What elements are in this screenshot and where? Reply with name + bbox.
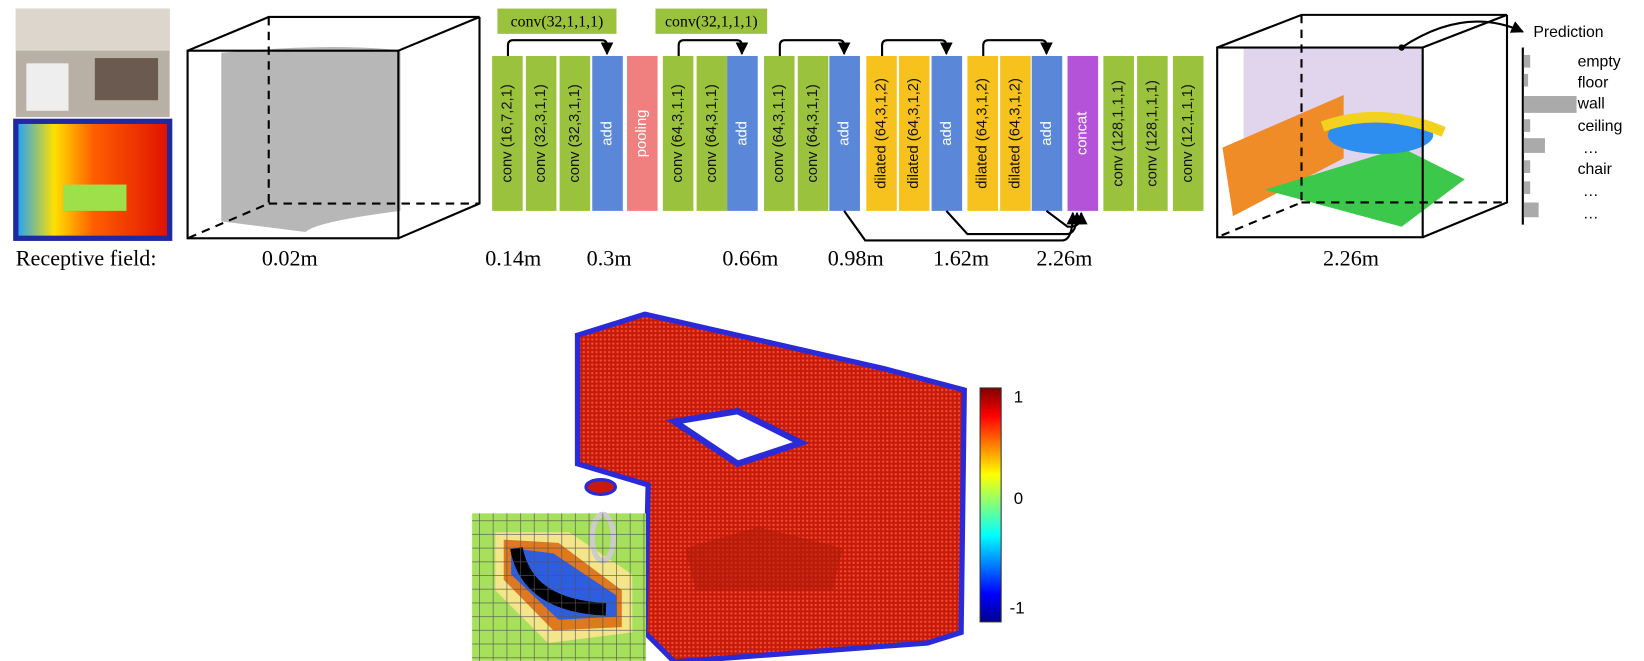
class-label: ceiling xyxy=(1578,118,1623,135)
layer-label: dilated (64,3,1,2) xyxy=(975,78,991,189)
class-label: floor xyxy=(1578,75,1609,92)
layer-label: conv (12,1,1,1) xyxy=(1180,84,1196,182)
layer-label: dilated (64,3,1,2) xyxy=(1007,78,1023,189)
skip-label: conv(32,1,1,1) xyxy=(511,13,604,30)
receptive-field-value: 1.62m xyxy=(933,246,989,271)
layer-label: add xyxy=(939,121,955,146)
page: {"layers": [ {"label": "conv (16,7,2,1)"… xyxy=(0,0,1644,661)
layer-label: conv (32,3,1,1) xyxy=(533,84,549,182)
colorbar xyxy=(980,388,1001,622)
layer-label: conv (32,3,1,1) xyxy=(567,84,583,182)
receptive-field-value: 2.26m xyxy=(1323,246,1379,271)
layer-label: conv (64,3,1,1) xyxy=(771,84,787,182)
layer-label: conv (64,3,1,1) xyxy=(704,84,720,182)
layer-label: pooling xyxy=(634,110,650,158)
layer-label: conv (128,1,1,1) xyxy=(1111,80,1127,187)
skip-arrow xyxy=(882,40,946,56)
receptive-field-value: 0.02m xyxy=(262,246,318,271)
layer-label: add xyxy=(837,121,853,146)
class-label: chair xyxy=(1578,161,1612,178)
skip-arrow xyxy=(780,40,844,56)
class-list: empty floor wall ceiling … chair … … xyxy=(1577,54,1623,223)
class-label: … xyxy=(1583,205,1599,222)
rgb-image xyxy=(16,9,170,118)
receptive-field-value: 0.3m xyxy=(587,246,632,271)
layer-label: add xyxy=(734,121,750,146)
figure: conv (16,7,2,1) conv (32,3,1,1) conv (32,3… xyxy=(0,0,1644,661)
input-volume xyxy=(188,17,480,238)
receptive-field-label: Receptive field: xyxy=(16,246,157,271)
depth-image xyxy=(16,121,170,238)
class-label: wall xyxy=(1577,96,1605,113)
layer-label: dilated (64,3,1,2) xyxy=(906,78,922,189)
layer-label: add xyxy=(599,121,615,146)
receptive-field-value: 2.26m xyxy=(1036,246,1092,271)
skip-arrow xyxy=(508,40,607,56)
class-label: … xyxy=(1583,183,1599,200)
class-label: empty xyxy=(1578,54,1621,71)
tsdf-inset xyxy=(472,513,646,661)
skip-arrow xyxy=(679,40,742,56)
skip-label: conv(32,1,1,1) xyxy=(665,13,758,30)
layer-label: dilated (64,3,1,2) xyxy=(873,78,889,189)
prediction-title: Prediction xyxy=(1533,24,1603,41)
layer-label: add xyxy=(1039,121,1055,146)
network-layers: conv (16,7,2,1) conv (32,3,1,1) conv (32,3… xyxy=(492,9,1203,211)
receptive-field-value: 0.98m xyxy=(828,246,884,271)
layer-label: conv (128,1,1,1) xyxy=(1144,80,1160,187)
layer-label: conv (16,7,2,1) xyxy=(499,84,515,182)
colorbar-label: 0 xyxy=(1014,489,1023,508)
output-volume xyxy=(1217,15,1523,237)
layer-label: conv (64,3,1,1) xyxy=(805,84,821,182)
receptive-field-value: 0.14m xyxy=(485,246,541,271)
receptive-field-row: Receptive field: 0.02m 0.14m 0.3m 0.66m 0.98… xyxy=(16,246,1379,271)
colorbar-label: 1 xyxy=(1014,388,1023,407)
class-label: … xyxy=(1583,140,1599,157)
layer-label: concat xyxy=(1075,112,1091,155)
colorbar-labels: 1 0 -1 xyxy=(1010,388,1025,618)
concat-arrow xyxy=(946,211,1077,234)
receptive-field-value: 0.66m xyxy=(722,246,778,271)
colorbar-label: -1 xyxy=(1010,598,1025,617)
layer-label: conv (64,3,1,1) xyxy=(670,84,686,182)
prediction-histogram xyxy=(1523,48,1577,225)
skip-arrow xyxy=(983,40,1046,56)
